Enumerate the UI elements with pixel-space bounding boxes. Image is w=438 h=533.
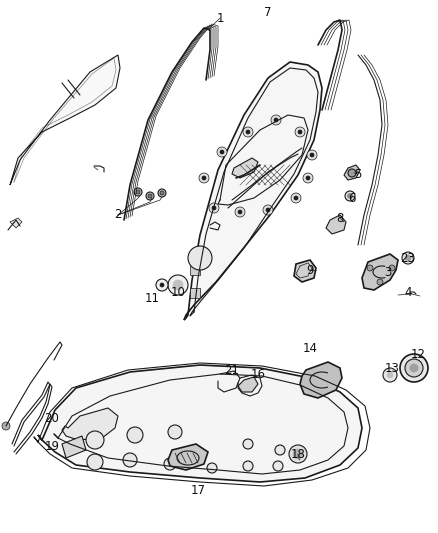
Text: 21: 21	[225, 364, 240, 376]
Circle shape	[243, 127, 253, 137]
Polygon shape	[10, 218, 22, 228]
Circle shape	[168, 425, 182, 439]
Text: 4: 4	[404, 286, 412, 298]
Circle shape	[243, 461, 253, 471]
Text: 2: 2	[114, 208, 122, 222]
Polygon shape	[208, 223, 218, 231]
Circle shape	[410, 364, 418, 372]
Circle shape	[199, 173, 209, 183]
Polygon shape	[294, 260, 316, 282]
Circle shape	[271, 115, 281, 125]
Text: 17: 17	[191, 483, 205, 497]
Circle shape	[123, 453, 137, 467]
Circle shape	[136, 190, 140, 194]
Polygon shape	[326, 215, 346, 234]
Circle shape	[188, 246, 212, 270]
Polygon shape	[190, 265, 200, 275]
Circle shape	[310, 153, 314, 157]
Text: 18: 18	[290, 448, 305, 462]
Text: 7: 7	[264, 5, 272, 19]
Circle shape	[87, 454, 103, 470]
Polygon shape	[38, 365, 362, 482]
Circle shape	[306, 176, 310, 180]
Text: 23: 23	[401, 252, 415, 264]
Text: 16: 16	[251, 368, 265, 382]
Circle shape	[377, 279, 383, 285]
Circle shape	[389, 265, 395, 271]
Circle shape	[303, 173, 313, 183]
Text: 12: 12	[410, 349, 425, 361]
Polygon shape	[62, 436, 86, 458]
Circle shape	[293, 449, 303, 459]
Circle shape	[160, 283, 164, 287]
Text: 20: 20	[45, 411, 60, 424]
Circle shape	[146, 192, 154, 200]
Circle shape	[220, 150, 224, 154]
Text: 14: 14	[303, 342, 318, 354]
Text: 5: 5	[354, 168, 362, 182]
Circle shape	[2, 422, 10, 430]
Circle shape	[127, 427, 143, 443]
Circle shape	[202, 176, 206, 180]
Polygon shape	[300, 362, 342, 398]
Circle shape	[134, 188, 142, 196]
Circle shape	[400, 354, 428, 382]
Polygon shape	[238, 377, 258, 392]
Circle shape	[217, 147, 227, 157]
Text: 19: 19	[45, 440, 60, 453]
Circle shape	[405, 255, 411, 261]
Text: 8: 8	[336, 212, 344, 224]
Polygon shape	[232, 158, 258, 178]
Circle shape	[291, 193, 301, 203]
Circle shape	[274, 118, 278, 122]
Circle shape	[275, 445, 285, 455]
Text: 13: 13	[385, 361, 399, 375]
Circle shape	[405, 359, 423, 377]
Polygon shape	[362, 254, 398, 290]
Text: 10: 10	[170, 286, 185, 298]
Circle shape	[246, 130, 250, 134]
Polygon shape	[190, 288, 200, 298]
Circle shape	[156, 279, 168, 291]
Text: 3: 3	[384, 265, 392, 279]
Circle shape	[298, 130, 302, 134]
Circle shape	[207, 463, 217, 473]
Circle shape	[243, 439, 253, 449]
Polygon shape	[344, 165, 360, 180]
Text: 1: 1	[216, 12, 224, 25]
Text: 6: 6	[348, 191, 356, 205]
Circle shape	[345, 191, 355, 201]
Circle shape	[266, 208, 270, 212]
Circle shape	[367, 265, 373, 271]
Circle shape	[263, 205, 273, 215]
Circle shape	[164, 458, 176, 470]
Circle shape	[383, 368, 397, 382]
Circle shape	[347, 193, 353, 198]
Circle shape	[212, 206, 216, 210]
Circle shape	[273, 461, 283, 471]
Circle shape	[289, 445, 307, 463]
Circle shape	[294, 196, 298, 200]
Circle shape	[158, 189, 166, 197]
Circle shape	[235, 207, 245, 217]
Circle shape	[173, 280, 183, 290]
Polygon shape	[10, 55, 120, 185]
Circle shape	[209, 203, 219, 213]
Circle shape	[86, 431, 104, 449]
Polygon shape	[184, 62, 322, 320]
Circle shape	[238, 210, 242, 214]
Circle shape	[295, 127, 305, 137]
Circle shape	[402, 252, 414, 264]
Polygon shape	[62, 408, 118, 440]
Text: 9: 9	[306, 263, 314, 277]
Polygon shape	[168, 444, 208, 470]
Text: 11: 11	[145, 292, 159, 304]
Circle shape	[307, 150, 317, 160]
Circle shape	[168, 275, 188, 295]
Circle shape	[387, 372, 393, 378]
Circle shape	[160, 191, 164, 195]
Circle shape	[348, 169, 356, 177]
Circle shape	[148, 194, 152, 198]
